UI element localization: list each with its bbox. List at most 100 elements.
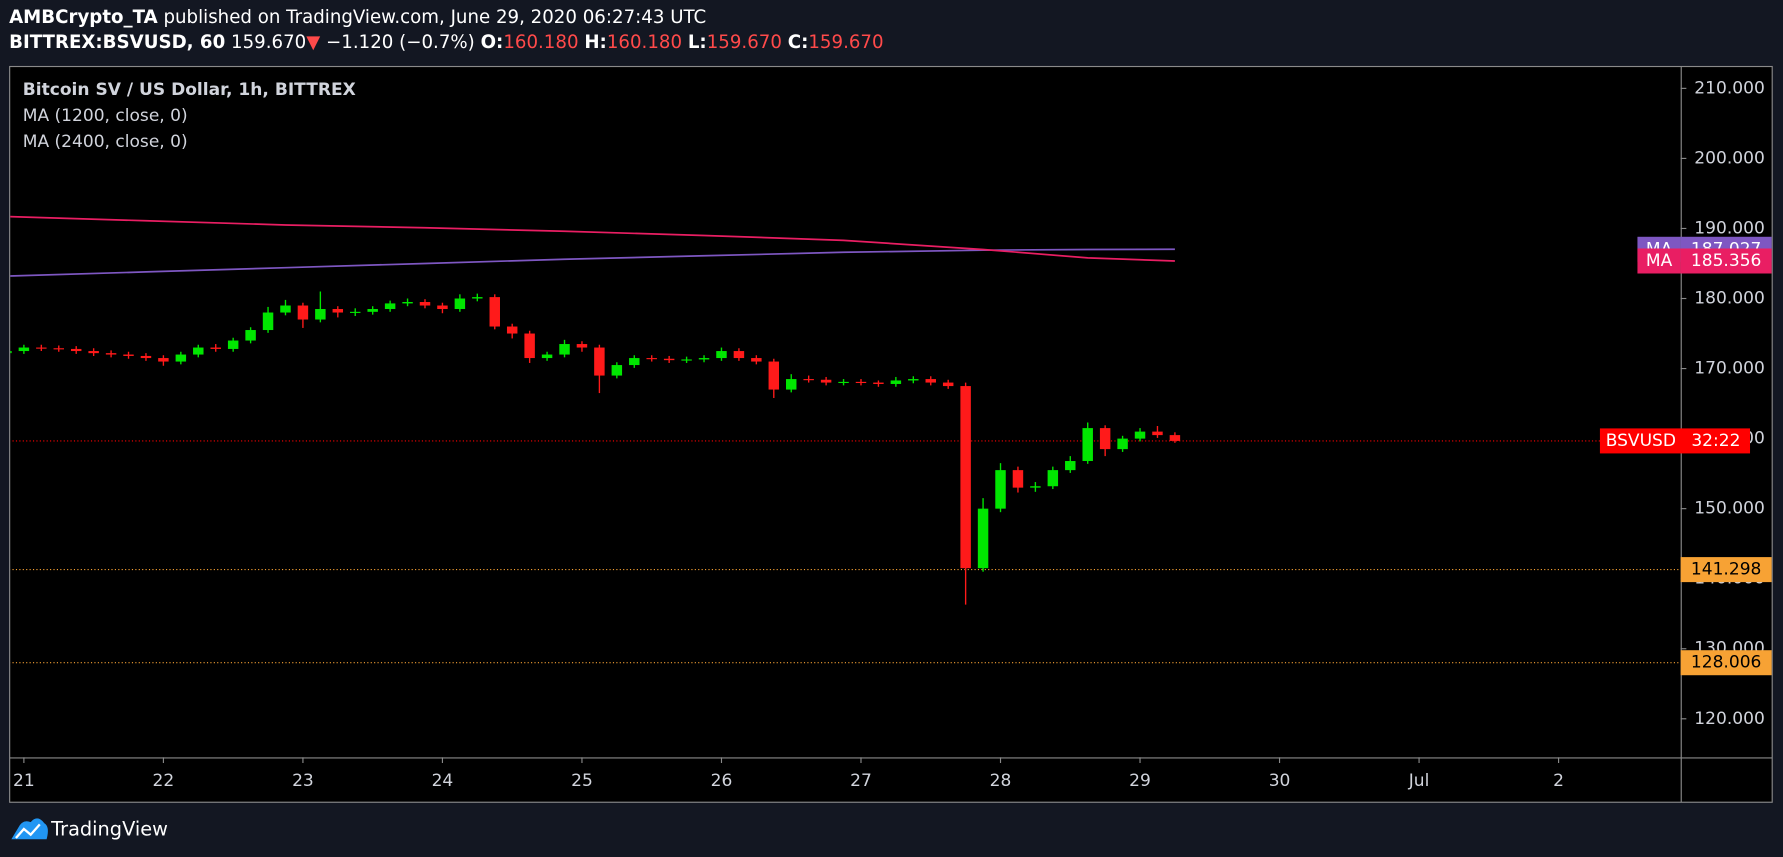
- candle-body: [158, 358, 169, 362]
- candle-body: [890, 380, 902, 384]
- legend-entry: MA (1200, close, 0): [23, 106, 188, 126]
- candle-body: [402, 302, 413, 304]
- chart-title: Bitcoin SV / US Dollar, 1h, BITTREX: [23, 80, 356, 100]
- h-value: 160.180: [607, 32, 682, 53]
- candle-body: [611, 365, 623, 376]
- brand: TradingView: [50, 818, 168, 841]
- candle-body: [698, 358, 710, 360]
- candle-body: [506, 326, 518, 334]
- x-tick-label: Jul: [1408, 771, 1430, 791]
- candle-body: [855, 381, 867, 384]
- l-value: 159.670: [707, 32, 782, 53]
- candle-body: [977, 508, 989, 569]
- x-tick-label: 23: [292, 771, 314, 791]
- ma-tag: MA: [1646, 251, 1673, 271]
- y-tick-label: 200.000: [1694, 148, 1765, 168]
- candle-body: [820, 379, 832, 383]
- candle-body: [315, 309, 326, 320]
- level-tag-label: 141.298: [1691, 560, 1762, 580]
- candle-body: [210, 347, 221, 349]
- candle-body: [489, 297, 500, 327]
- candle-body: [1047, 470, 1059, 487]
- candle-body: [437, 305, 448, 310]
- candle-body: [384, 303, 396, 310]
- candle-body: [1065, 461, 1076, 471]
- candle-body: [1152, 431, 1163, 436]
- published: published on TradingView.com, June 29, 2…: [163, 7, 706, 28]
- overlay: 120.000130.000140.000150.000160.000170.0…: [13, 78, 1772, 791]
- ma-line: [10, 248, 1175, 277]
- candle-body: [245, 330, 256, 341]
- h-label: H:: [584, 32, 607, 53]
- y-tick-label: 190.000: [1694, 218, 1765, 238]
- candle-body: [1099, 428, 1111, 450]
- candle-body: [454, 298, 466, 310]
- candle-body: [105, 353, 117, 355]
- ma-line: [10, 215, 1175, 262]
- candle-body: [297, 305, 309, 320]
- x-tick-label: 22: [153, 771, 175, 791]
- ma-tag-box: [1637, 248, 1681, 274]
- header-line-1: AMBCrypto_TA published on TradingView.co…: [9, 7, 706, 28]
- price-tag-label: 185.356: [1691, 251, 1762, 271]
- candle-body: [140, 355, 152, 359]
- candle-body: [350, 311, 361, 313]
- candle-body: [995, 470, 1006, 509]
- last-price: 159.670: [231, 32, 306, 53]
- candle-body: [1169, 435, 1181, 441]
- candle-body: [18, 347, 30, 352]
- candle-body: [646, 358, 657, 360]
- l-label: L:: [688, 32, 707, 53]
- countdown: 32:22: [1691, 431, 1740, 451]
- candle-body: [1082, 428, 1093, 462]
- symbol: BITTREX:BSVUSD, 60: [9, 32, 225, 53]
- o-label: O:: [481, 32, 504, 53]
- candle-body: [419, 302, 431, 306]
- author: AMBCrypto_TA: [9, 7, 158, 28]
- candle-body: [280, 305, 291, 313]
- y-tick-label: 120.000: [1694, 709, 1765, 729]
- candle-body: [960, 386, 971, 569]
- candle-body: [36, 347, 47, 349]
- candle-body: [70, 348, 82, 352]
- candle-body: [768, 361, 780, 390]
- o-value: 160.180: [503, 32, 578, 53]
- candle-body: [227, 340, 239, 349]
- y-tick-label: 180.000: [1694, 289, 1765, 309]
- candle-body: [1117, 438, 1128, 450]
- candle-body: [873, 382, 884, 384]
- candle-body: [629, 358, 640, 366]
- candle-body: [803, 379, 814, 381]
- candle-body: [10, 351, 12, 354]
- candle-body: [332, 309, 344, 313]
- logo: [11, 818, 48, 840]
- candle-body: [193, 347, 204, 355]
- candle-body: [786, 379, 797, 390]
- c-label: C:: [788, 32, 809, 53]
- x-tick-label: 21: [13, 771, 35, 791]
- logo-line: [15, 823, 41, 839]
- level-tag-box: [1680, 650, 1772, 676]
- candle-body: [751, 358, 762, 362]
- candle-body: [942, 382, 954, 387]
- symbol-tag-box: [1599, 428, 1751, 454]
- candle-body: [1030, 486, 1041, 488]
- y-tick-label: 210.000: [1694, 78, 1765, 98]
- y-tick-label: 170.000: [1694, 359, 1765, 379]
- candle-body: [925, 379, 936, 383]
- candle-body: [594, 347, 605, 376]
- header-line-2: BITTREX:BSVUSD, 60 159.670▼ −1.120 (−0.7…: [9, 32, 883, 53]
- candle-body: [559, 344, 570, 355]
- chart-frame: [9, 65, 1773, 803]
- arrow: ▼: [306, 32, 320, 53]
- candle-body: [1134, 431, 1146, 439]
- candle-body: [681, 359, 692, 361]
- symbol-tag: BSVUSD: [1606, 431, 1676, 451]
- x-tick-label: 2: [1553, 771, 1564, 791]
- x-tick-label: 28: [990, 771, 1012, 791]
- plot-area: [10, 215, 1681, 664]
- x-tick-label: 29: [1129, 771, 1151, 791]
- candle-body: [838, 381, 849, 384]
- price-tag-box: [1680, 248, 1772, 274]
